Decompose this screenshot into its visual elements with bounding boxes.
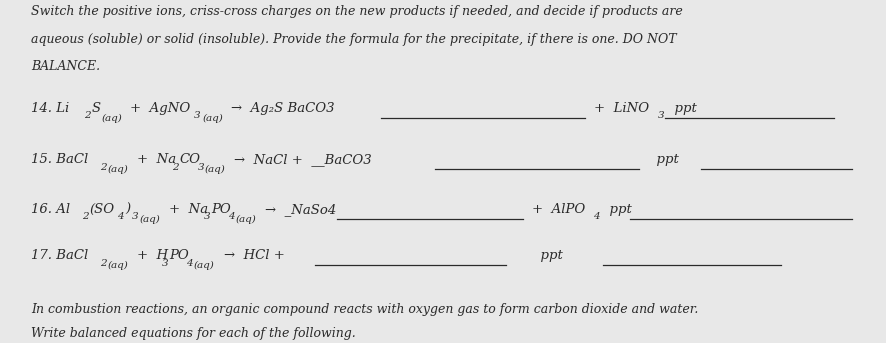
Text: ): ) xyxy=(125,203,130,216)
Text: 4: 4 xyxy=(593,212,599,221)
Text: Switch the positive ions, criss-cross charges on the new products if needed, and: Switch the positive ions, criss-cross ch… xyxy=(31,5,682,18)
Text: 2: 2 xyxy=(100,163,106,172)
Text: →  _NaSo4: → _NaSo4 xyxy=(265,203,336,216)
Text: 14. Li: 14. Li xyxy=(31,102,69,115)
Text: +  AlPO: + AlPO xyxy=(532,203,585,216)
Text: →  Ag₂S BaCO3: → Ag₂S BaCO3 xyxy=(230,102,334,115)
Text: 3: 3 xyxy=(132,212,138,221)
Text: ppt: ppt xyxy=(647,153,678,166)
Text: (aq): (aq) xyxy=(139,215,159,224)
Text: CO: CO xyxy=(179,153,200,166)
Text: ppt: ppt xyxy=(532,249,563,262)
Text: 3: 3 xyxy=(198,163,204,172)
Text: 4: 4 xyxy=(117,212,123,221)
Text: 15. BaCl: 15. BaCl xyxy=(31,153,89,166)
Text: aqueous (soluble) or solid (insoluble). Provide the formula for the precipitate,: aqueous (soluble) or solid (insoluble). … xyxy=(31,33,676,46)
Text: BALANCE.: BALANCE. xyxy=(31,60,100,73)
Text: +  Na: + Na xyxy=(137,153,176,166)
Text: +  H: + H xyxy=(137,249,168,262)
Text: 3: 3 xyxy=(162,259,168,268)
Text: ppt: ppt xyxy=(601,203,632,216)
Text: +  AgNO: + AgNO xyxy=(130,102,190,115)
Text: Write balanced equations for each of the following.: Write balanced equations for each of the… xyxy=(31,327,355,340)
Text: (aq): (aq) xyxy=(193,261,214,270)
Text: 3: 3 xyxy=(194,111,200,120)
Text: (aq): (aq) xyxy=(235,215,255,224)
Text: 16. Al: 16. Al xyxy=(31,203,70,216)
Text: 2: 2 xyxy=(100,259,106,268)
Text: →  NaCl +  __BaCO3: → NaCl + __BaCO3 xyxy=(234,153,371,166)
Text: 2: 2 xyxy=(172,163,178,172)
Text: (aq): (aq) xyxy=(205,165,225,174)
Text: (aq): (aq) xyxy=(102,114,122,123)
Text: 4: 4 xyxy=(228,212,234,221)
Text: →  HCl +: → HCl + xyxy=(223,249,288,262)
Text: +  LiNO: + LiNO xyxy=(594,102,649,115)
Text: 3: 3 xyxy=(204,212,210,221)
Text: (aq): (aq) xyxy=(107,261,128,270)
Text: PO: PO xyxy=(211,203,230,216)
Text: (aq): (aq) xyxy=(202,114,222,123)
Text: (aq): (aq) xyxy=(107,165,128,174)
Text: +  Na: + Na xyxy=(169,203,208,216)
Text: 3: 3 xyxy=(657,111,664,120)
Text: 4: 4 xyxy=(186,259,192,268)
Text: 2: 2 xyxy=(84,111,90,120)
Text: (SO: (SO xyxy=(89,203,114,216)
Text: ppt: ppt xyxy=(665,102,696,115)
Text: 17. BaCl: 17. BaCl xyxy=(31,249,89,262)
Text: S: S xyxy=(91,102,100,115)
Text: PO: PO xyxy=(169,249,189,262)
Text: In combustion reactions, an organic compound reacts with oxygen gas to form carb: In combustion reactions, an organic comp… xyxy=(31,303,697,316)
Text: 2: 2 xyxy=(82,212,89,221)
